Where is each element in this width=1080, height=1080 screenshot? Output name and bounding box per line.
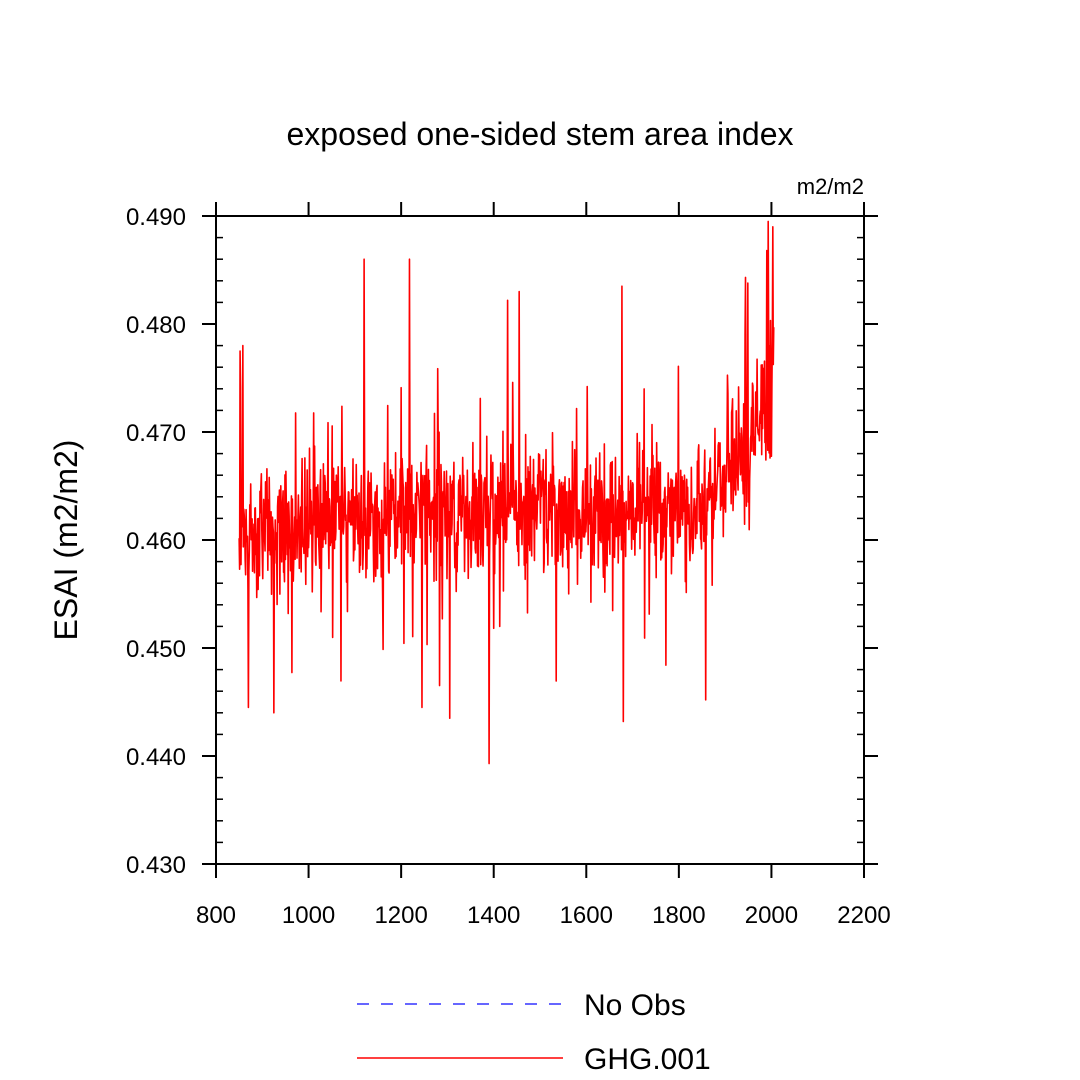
x-tick-label: 1000 bbox=[282, 902, 335, 929]
x-tick-label: 800 bbox=[196, 902, 236, 929]
legend-label-2: GHG.001 bbox=[584, 1043, 711, 1076]
x-tick-label: 2000 bbox=[745, 902, 798, 929]
x-tick-label: 1200 bbox=[374, 902, 427, 929]
y-tick-label: 0.480 bbox=[126, 312, 186, 339]
x-tick-label: 2200 bbox=[837, 902, 890, 929]
y-tick-label: 0.430 bbox=[126, 852, 186, 879]
chart-title: exposed one-sided stem area index bbox=[287, 116, 794, 152]
x-tick-label: 1400 bbox=[467, 902, 520, 929]
legend-label-1: No Obs bbox=[584, 989, 686, 1022]
y-tick-label: 0.450 bbox=[126, 636, 186, 663]
y-axis-label: ESAI (m2/m2) bbox=[48, 440, 84, 641]
y-tick-label: 0.440 bbox=[126, 744, 186, 771]
series-layer bbox=[238, 220, 775, 765]
y-tick-label: 0.460 bbox=[126, 528, 186, 555]
y-tick-label: 0.490 bbox=[126, 204, 186, 231]
ticks-layer: 800 1000 1200 1400 1600 1800 2000 2200 0.430 0.44… bbox=[126, 202, 891, 929]
y-tick-label: 0.470 bbox=[126, 420, 186, 447]
legend: No Obs GHG.001 bbox=[357, 989, 711, 1076]
x-tick-label: 1800 bbox=[652, 902, 705, 929]
x-tick-label: 1600 bbox=[560, 902, 613, 929]
units-label: m2/m2 bbox=[797, 174, 864, 199]
series-line-ghg-001 bbox=[238, 220, 775, 765]
